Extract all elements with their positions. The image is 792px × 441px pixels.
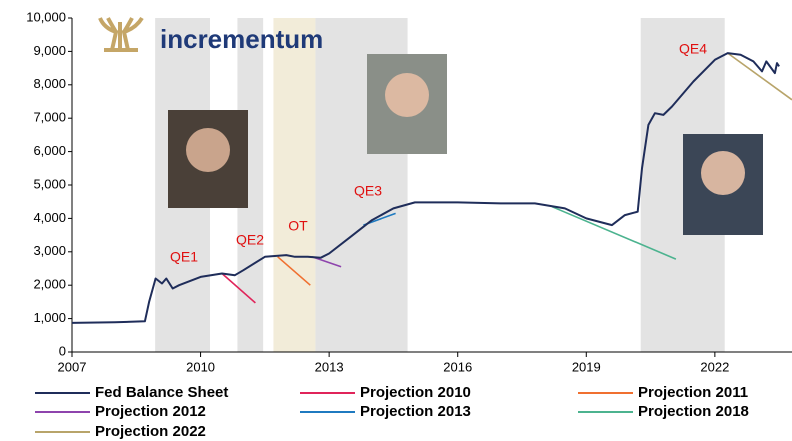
annotation: QE4 [679, 41, 707, 57]
y-tick-label: 0 [59, 343, 66, 358]
annotation: QE3 [354, 183, 382, 199]
legend-label: Fed Balance Sheet [95, 384, 228, 401]
legend: Fed Balance Sheet Projection 2010 Projecti… [35, 384, 749, 440]
portrait-face [385, 73, 429, 117]
x-tick-label: 2022 [700, 359, 729, 374]
y-tick-label: 7,000 [33, 110, 66, 125]
annotation: QE2 [236, 232, 264, 248]
logo-text: incrementum [160, 24, 323, 54]
portrait-face [701, 151, 745, 195]
y-tick-label: 2,000 [33, 277, 66, 292]
y-tick-label: 9,000 [33, 43, 66, 58]
legend-label: Projection 2013 [360, 403, 471, 420]
y-tick-label: 1,000 [33, 310, 66, 325]
x-tick-label: 2016 [443, 359, 472, 374]
legend-label: Projection 2022 [95, 423, 206, 440]
chart: incrementum Fed Balance Sheet Projection … [0, 0, 792, 441]
y-tick-label: 8,000 [33, 76, 66, 91]
series-line [728, 53, 792, 100]
y-tick-label: 3,000 [33, 243, 66, 258]
y-tick-label: 5,000 [33, 176, 66, 191]
page: incrementum Fed Balance Sheet Projection … [0, 0, 792, 441]
legend-label: Projection 2011 [638, 384, 748, 401]
legend-label: Projection 2018 [638, 403, 749, 420]
shaded-period [273, 18, 315, 352]
legend-label: Projection 2010 [360, 384, 471, 401]
x-tick-label: 2010 [186, 359, 215, 374]
x-tick-label: 2019 [572, 359, 601, 374]
portrait-face [186, 128, 230, 172]
x-tick-label: 2007 [58, 359, 87, 374]
y-tick-label: 4,000 [33, 210, 66, 225]
annotation: QE1 [170, 249, 198, 265]
logo-icon [98, 18, 144, 52]
x-tick-label: 2013 [315, 359, 344, 374]
y-tick-label: 6,000 [33, 143, 66, 158]
annotation: OT [288, 218, 308, 234]
legend-label: Projection 2012 [95, 403, 206, 420]
y-tick-label: 10,000 [26, 9, 66, 24]
